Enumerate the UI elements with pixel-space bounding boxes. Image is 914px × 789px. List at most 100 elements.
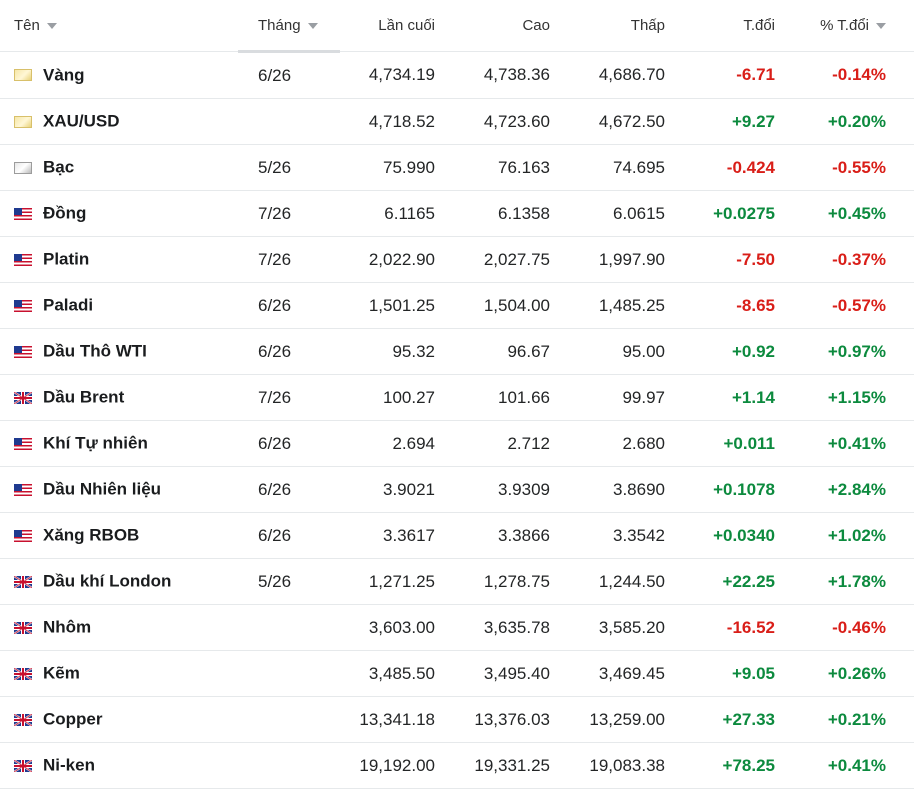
low-price-cell: 95.00 [578,328,693,375]
instrument-name-cell: Bạc [0,144,238,191]
table-row[interactable]: XAU/USD 4,718.52 4,723.60 4,672.50 +9.27 +0.2… [0,98,914,145]
table-row[interactable]: Ni-ken 19,192.00 19,331.25 19,083.38 +78.25 +… [0,742,914,789]
change-cell: +0.011 [693,420,803,467]
high-price-cell: 6.1358 [463,190,578,237]
change-pct-cell: +0.45% [803,190,914,237]
instrument-name-cell: Ni-ken [0,742,238,789]
month-cell: 6/26 [238,328,340,375]
last-price-cell: 19,192.00 [340,742,463,789]
instrument-link[interactable]: XAU/USD [43,111,120,131]
column-header-change[interactable]: T.đổi [693,0,803,52]
column-header-low-label: Thấp [630,17,665,34]
change-cell: -8.65 [693,282,803,329]
change-pct-cell: -0.46% [803,604,914,651]
instrument-link[interactable]: Ni-ken [43,755,95,775]
instrument-name-cell: Vàng [0,51,238,99]
change-cell: -7.50 [693,236,803,283]
high-price-cell: 1,504.00 [463,282,578,329]
instrument-link[interactable]: Kẽm [43,663,80,683]
change-cell: +0.92 [693,328,803,375]
us-flag-icon [14,207,32,220]
high-price-cell: 3.9309 [463,466,578,513]
change-cell: +0.1078 [693,466,803,513]
uk-flag-icon [14,759,32,772]
last-price-cell: 95.32 [340,328,463,375]
instrument-link[interactable]: Platin [43,249,90,269]
low-price-cell: 1,485.25 [578,282,693,329]
low-price-cell: 3,585.20 [578,604,693,651]
last-price-cell: 13,341.18 [340,696,463,743]
change-pct-cell: +0.41% [803,742,914,789]
month-cell [238,696,340,743]
last-price-cell: 6.1165 [340,190,463,237]
instrument-link[interactable]: Nhôm [43,617,92,637]
instrument-link[interactable]: Vàng [43,65,85,85]
low-price-cell: 4,686.70 [578,51,693,99]
column-header-change-label: T.đổi [743,17,775,34]
table-row[interactable]: Dầu Brent 7/26 100.27 101.66 99.97 +1.14 +1.15… [0,374,914,421]
column-header-change-pct[interactable]: % T.đổi [803,0,914,52]
column-header-last[interactable]: Lần cuối [340,0,463,52]
table-row[interactable]: Xăng RBOB 6/26 3.3617 3.3866 3.3542 +0.0340 +1… [0,512,914,559]
instrument-link[interactable]: Dầu Thô WTI [43,341,147,361]
column-header-change-pct-label: % T.đổi [820,17,869,34]
instrument-link[interactable]: Copper [43,709,103,729]
month-cell: 7/26 [238,236,340,283]
change-pct-cell: +0.26% [803,650,914,697]
silver-icon [14,161,32,174]
column-header-low[interactable]: Thấp [578,0,693,52]
table-row[interactable]: Đồng 7/26 6.1165 6.1358 6.0615 +0.0275 +0.45% [0,190,914,237]
month-cell: 5/26 [238,558,340,605]
table-row[interactable]: Dầu Thô WTI 6/26 95.32 96.67 95.00 +0.92 +0.97… [0,328,914,375]
month-cell: 7/26 [238,374,340,421]
month-cell [238,98,340,145]
column-header-high[interactable]: Cao [463,0,578,52]
instrument-link[interactable]: Bạc [43,157,75,177]
low-price-cell: 2.680 [578,420,693,467]
change-cell: +1.14 [693,374,803,421]
month-cell [238,742,340,789]
instrument-link[interactable]: Khí Tự nhiên [43,433,148,453]
instrument-link[interactable]: Dầu Nhiên liệu [43,479,162,499]
column-header-month-label: Tháng [258,16,301,34]
instrument-name-cell: Khí Tự nhiên [0,420,238,467]
change-cell: -6.71 [693,51,803,99]
table-row[interactable]: Copper 13,341.18 13,376.03 13,259.00 +27.33 +… [0,696,914,743]
change-cell: -16.52 [693,604,803,651]
last-price-cell: 1,501.25 [340,282,463,329]
table-row[interactable]: Paladi 6/26 1,501.25 1,504.00 1,485.25 -8.65-… [0,282,914,329]
uk-flag-icon [14,667,32,680]
table-row[interactable]: Khí Tự nhiên 6/26 2.694 2.712 2.680 +0.011 +0.… [0,420,914,467]
month-cell [238,650,340,697]
header-row: Tên Tháng Lần cuối Cao Thấp T.đổi % T.đổ… [0,0,914,53]
low-price-cell: 6.0615 [578,190,693,237]
instrument-link[interactable]: Paladi [43,295,94,315]
table-row[interactable]: Nhôm 3,603.00 3,635.78 3,585.20 -16.52 -0.46% [0,604,914,651]
low-price-cell: 3.3542 [578,512,693,559]
low-price-cell: 99.97 [578,374,693,421]
instrument-link[interactable]: Dầu khí London [43,571,172,591]
month-cell: 6/26 [238,466,340,513]
table-row[interactable]: Kẽm 3,485.50 3,495.40 3,469.45 +9.05 +0.26% [0,650,914,697]
table-row[interactable]: Dầu Nhiên liệu 6/26 3.9021 3.9309 3.8690 +0.1… [0,466,914,513]
high-price-cell: 2.712 [463,420,578,467]
instrument-link[interactable]: Đồng [43,203,87,223]
uk-flag-icon [14,621,32,634]
instrument-link[interactable]: Xăng RBOB [43,525,140,545]
table-row[interactable]: Bạc 5/26 75.990 76.163 74.695 -0.424 -0.55% [0,144,914,191]
table-row[interactable]: Vàng 6/26 4,734.19 4,738.36 4,686.70 -6.71 -0.… [0,51,914,99]
table-row[interactable]: Dầu khí London 5/26 1,271.25 1,278.75 1,244.… [0,558,914,605]
low-price-cell: 3.8690 [578,466,693,513]
gold-icon [14,69,32,82]
change-pct-cell: +2.84% [803,466,914,513]
column-header-month[interactable]: Tháng [238,0,340,53]
column-header-name[interactable]: Tên [0,0,238,52]
change-cell: +27.33 [693,696,803,743]
uk-flag-icon [14,391,32,404]
high-price-cell: 4,738.36 [463,51,578,99]
table-row[interactable]: Platin 7/26 2,022.90 2,027.75 1,997.90 -7.50-… [0,236,914,283]
instrument-link[interactable]: Dầu Brent [43,387,125,407]
last-price-cell: 3,603.00 [340,604,463,651]
high-price-cell: 1,278.75 [463,558,578,605]
